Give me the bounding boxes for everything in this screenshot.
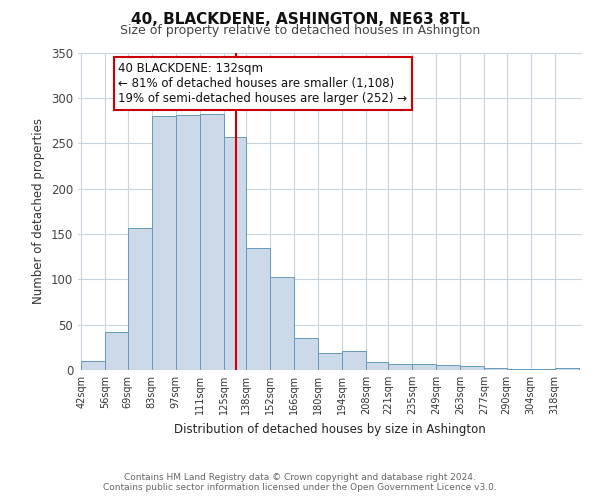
Bar (294, 338, 318, 370)
Text: Contains HM Land Registry data © Crown copyright and database right 2024.
Contai: Contains HM Land Registry data © Crown c… (103, 473, 497, 492)
Text: 40, BLACKDENE, ASHINGTON, NE63 8TL: 40, BLACKDENE, ASHINGTON, NE63 8TL (131, 12, 469, 28)
Bar (200, 114, 224, 370)
Bar (224, 137, 246, 370)
Bar (554, 368, 578, 370)
Text: 40 BLACKDENE: 132sqm
← 81% of detached houses are smaller (1,108)
19% of semi-de: 40 BLACKDENE: 132sqm ← 81% of detached h… (118, 62, 407, 105)
X-axis label: Distribution of detached houses by size in Ashington: Distribution of detached houses by size … (174, 422, 486, 436)
Bar (342, 351, 366, 370)
Bar (106, 332, 128, 370)
Bar (366, 362, 388, 370)
Bar (152, 116, 176, 370)
Bar (246, 248, 270, 370)
Bar (176, 115, 200, 370)
Y-axis label: Number of detached properties: Number of detached properties (32, 118, 46, 304)
Bar (388, 364, 412, 370)
Bar (82, 361, 106, 370)
Bar (128, 228, 152, 370)
Bar (530, 369, 554, 370)
Bar (436, 366, 460, 370)
Bar (484, 368, 506, 370)
Bar (412, 364, 436, 370)
Bar (460, 366, 484, 370)
Bar (270, 276, 294, 370)
Bar (506, 369, 530, 370)
Bar (318, 353, 342, 370)
Text: Size of property relative to detached houses in Ashington: Size of property relative to detached ho… (120, 24, 480, 37)
